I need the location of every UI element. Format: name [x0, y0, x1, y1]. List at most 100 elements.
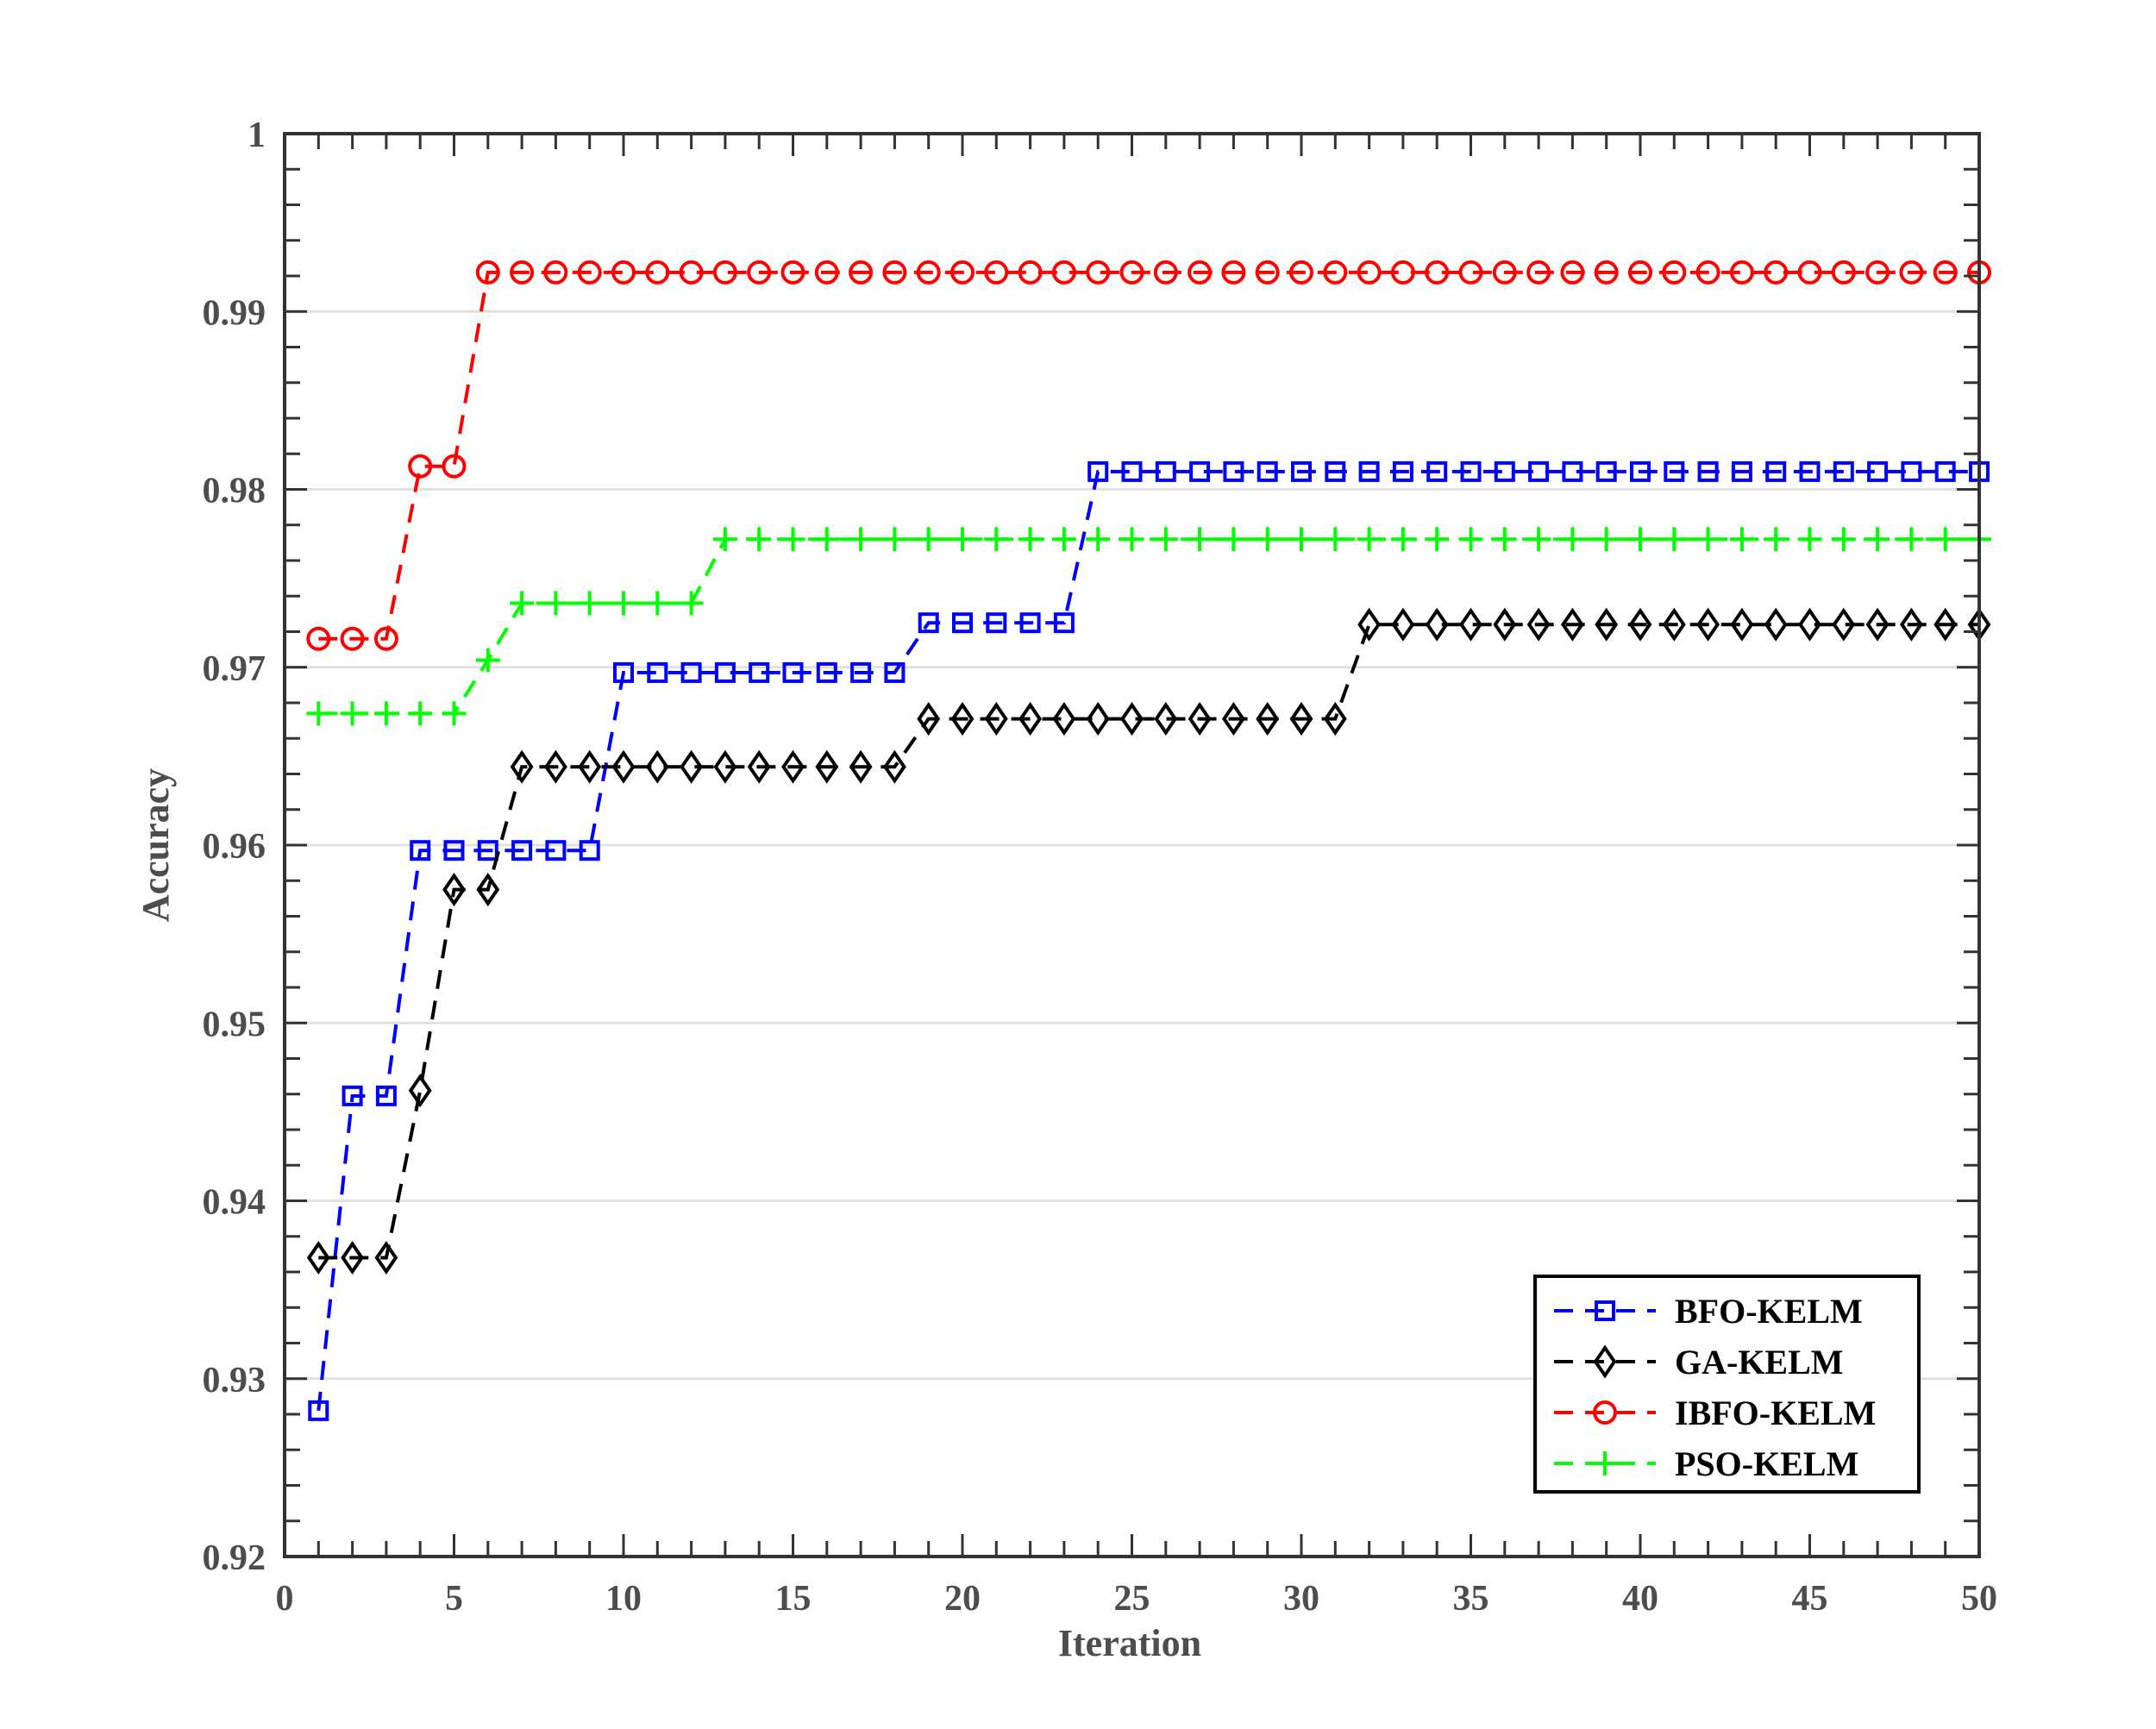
- data-point: [1120, 702, 1144, 736]
- data-point: [1291, 460, 1312, 482]
- data-point: [1390, 527, 1415, 552]
- data-point: [1255, 260, 1280, 285]
- data-point: [850, 661, 872, 683]
- data-point: [1460, 460, 1482, 482]
- data-point: [1188, 527, 1213, 552]
- data-point: [1153, 260, 1178, 285]
- data-point: [1562, 460, 1583, 482]
- y-tick-label: 0.97: [203, 649, 266, 689]
- data-point: [510, 591, 535, 616]
- data-point: [1696, 607, 1720, 642]
- data-point: [373, 626, 398, 651]
- data-point: [986, 612, 1007, 634]
- data-point: [611, 591, 636, 616]
- data-point: [1323, 527, 1348, 552]
- data-point: [1086, 260, 1111, 285]
- data-point: [815, 749, 839, 784]
- data-point: [917, 702, 941, 736]
- y-tick-label: 0.94: [203, 1183, 266, 1223]
- legend-item: BFO-KELM: [1554, 1292, 1863, 1331]
- data-point: [1594, 260, 1619, 285]
- y-tick-label: 1: [248, 116, 266, 155]
- data-point: [1255, 527, 1280, 552]
- data-point: [1764, 607, 1788, 642]
- data-point: [952, 612, 973, 634]
- data-point: [1323, 702, 1347, 736]
- legend-item: IBFO-KELM: [1554, 1394, 1876, 1432]
- y-tick-label: 0.99: [203, 293, 266, 333]
- data-point: [647, 661, 668, 683]
- data-point: [747, 527, 772, 552]
- data-point: [1899, 260, 1924, 285]
- data-point: [984, 527, 1009, 552]
- data-point: [1426, 460, 1448, 482]
- data-point: [1729, 260, 1754, 285]
- data-point: [1595, 607, 1619, 642]
- data-point: [1628, 607, 1652, 642]
- data-point: [849, 260, 874, 285]
- data-point: [882, 749, 906, 784]
- data-point: [1492, 527, 1517, 552]
- data-point: [1831, 260, 1856, 285]
- data-point: [442, 454, 467, 479]
- data-point: [1390, 260, 1415, 285]
- data-point: [918, 612, 939, 634]
- data-point: [1087, 460, 1109, 482]
- x-tick-label: 5: [445, 1579, 463, 1619]
- series-ga-kelm: [306, 607, 1991, 1275]
- data-point: [1662, 607, 1686, 642]
- x-tick-label: 30: [1283, 1579, 1319, 1619]
- gridlines: [285, 310, 1979, 1381]
- data-point: [1018, 527, 1043, 552]
- data-point: [679, 591, 704, 616]
- data-point: [1730, 607, 1754, 642]
- axes: 0 5 10 15 20 25 30 35 40 45 50 0.92 0.93 0.94 0.95 0.96…: [203, 116, 1998, 1619]
- data-point: [882, 260, 907, 285]
- data-point: [747, 749, 771, 784]
- data-point: [1153, 527, 1178, 552]
- data-point: [373, 701, 398, 726]
- data-point: [477, 840, 498, 861]
- data-point: [1662, 260, 1687, 285]
- data-point: [1256, 702, 1280, 736]
- data-point: [306, 1240, 330, 1275]
- data-point: [1425, 607, 1449, 642]
- data-point: [916, 527, 941, 552]
- data-point: [1289, 702, 1313, 736]
- data-point: [543, 260, 568, 285]
- data-point: [1729, 527, 1754, 552]
- data-point: [306, 701, 331, 726]
- data-point: [712, 260, 737, 285]
- data-point: [1221, 260, 1246, 285]
- data-point: [1086, 702, 1110, 736]
- data-point: [1528, 460, 1550, 482]
- data-point: [1899, 607, 1923, 642]
- data-point: [1526, 260, 1551, 285]
- data-point: [1188, 260, 1213, 285]
- series-bfo-kelm: [308, 460, 1990, 1421]
- data-point: [475, 260, 500, 285]
- data-point: [814, 260, 839, 285]
- data-point: [1901, 460, 1922, 482]
- data-point: [950, 702, 975, 736]
- data-point: [1662, 527, 1687, 552]
- data-point: [1018, 702, 1043, 736]
- data-point: [747, 260, 772, 285]
- data-point: [1154, 702, 1178, 736]
- data-point: [342, 1085, 363, 1106]
- data-point: [884, 661, 906, 683]
- data-point: [749, 661, 770, 683]
- data-point: [476, 873, 500, 907]
- legend-marker: [1595, 1300, 1615, 1321]
- data-point: [511, 840, 533, 861]
- series-line: [318, 623, 1979, 1260]
- y-tick-label: 0.96: [203, 827, 266, 867]
- data-point: [611, 260, 636, 285]
- data-point: [1865, 527, 1890, 552]
- data-point: [577, 260, 602, 285]
- data-point: [1119, 527, 1144, 552]
- data-point: [1765, 460, 1787, 482]
- data-point: [1799, 460, 1821, 482]
- data-point: [1188, 702, 1212, 736]
